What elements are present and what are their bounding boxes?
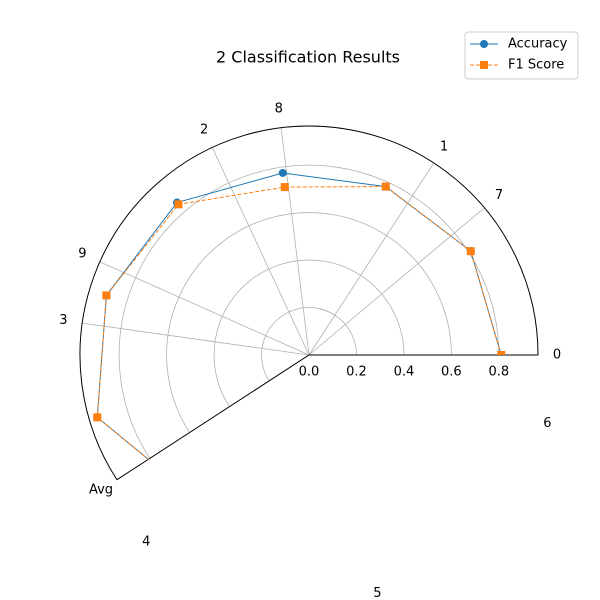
grid-line <box>99 261 310 356</box>
theta-tick-label: 8 <box>275 101 283 116</box>
series-line <box>96 186 502 480</box>
theta-tick-label: 7 <box>495 188 503 203</box>
grid-line <box>280 127 310 356</box>
r-tick-label: 0.0 <box>299 365 320 380</box>
legend-marker <box>480 40 488 48</box>
theta-tick-label: 4 <box>142 535 150 550</box>
r-tick-label: 0.4 <box>394 365 415 380</box>
theta-tick-label: 5 <box>373 586 381 600</box>
r-tick-label: 0.6 <box>441 365 462 380</box>
point <box>497 351 506 359</box>
theta-tick-label: 2 <box>200 123 208 138</box>
grid-circle <box>118 164 500 459</box>
theta-tick-label: Avg <box>89 483 113 498</box>
grid-line <box>308 207 485 356</box>
theta-tick-label: 1 <box>440 140 448 155</box>
grid-circle <box>166 212 452 433</box>
grid-line <box>308 162 435 356</box>
point <box>466 247 475 256</box>
r-tick-label: 0.8 <box>489 365 510 380</box>
grid-circle <box>261 307 357 382</box>
legend-label: Accuracy <box>508 37 568 52</box>
point <box>280 183 289 192</box>
point <box>381 182 390 191</box>
point <box>185 489 193 497</box>
point <box>174 200 183 209</box>
theta-tick-label: 0 <box>553 348 561 363</box>
point <box>93 413 102 422</box>
frame <box>79 125 539 481</box>
series-line <box>96 172 502 480</box>
theta-tick-label: 3 <box>59 313 67 328</box>
theta-tick-label: 6 <box>543 416 551 431</box>
point <box>102 291 111 300</box>
point <box>278 168 287 177</box>
chart-title: 2 Classification Results <box>216 48 400 67</box>
theta-tick-label: 9 <box>78 247 86 262</box>
grid-circle <box>213 259 405 407</box>
legend-marker <box>480 61 488 69</box>
point <box>185 489 193 497</box>
grid-line <box>82 322 310 356</box>
legend-label: F1 Score <box>508 58 564 73</box>
r-tick-label: 0.2 <box>346 365 367 380</box>
grid-line <box>211 147 310 356</box>
